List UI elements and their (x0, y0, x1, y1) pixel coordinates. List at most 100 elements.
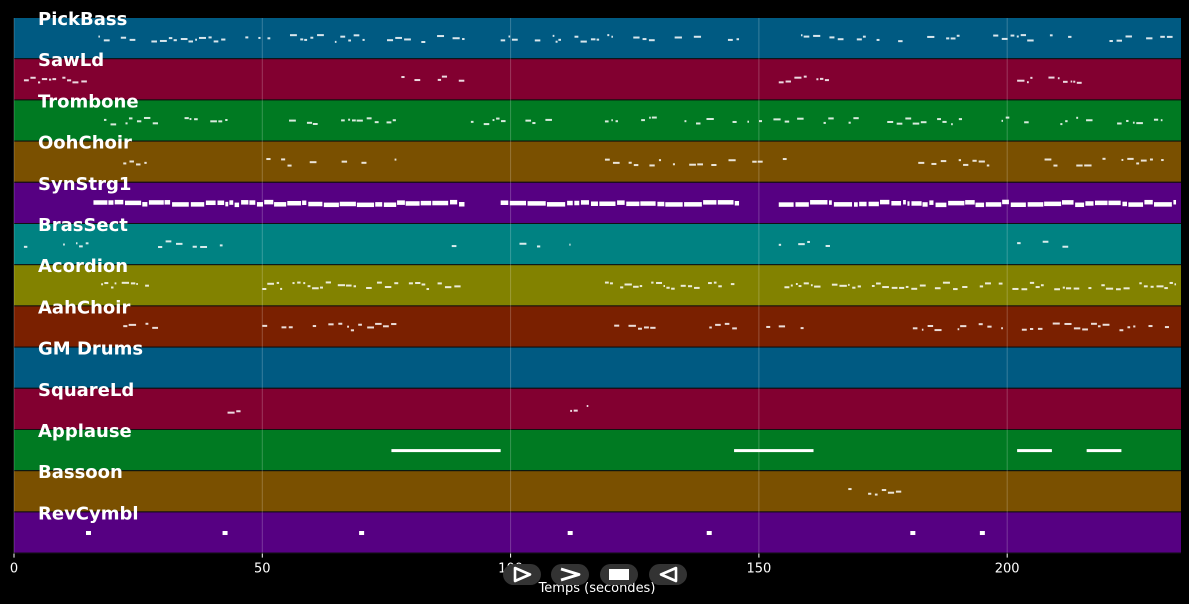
note (624, 283, 632, 286)
track-lane (14, 100, 1181, 141)
note (953, 288, 958, 291)
note (1160, 119, 1163, 122)
note (23, 245, 28, 248)
note (492, 119, 495, 122)
note (347, 325, 350, 328)
note (979, 531, 985, 535)
play-button[interactable] (503, 564, 541, 585)
track-label: Trombone (38, 91, 139, 112)
note (558, 38, 561, 41)
note (773, 118, 781, 121)
note (797, 117, 804, 120)
note (395, 36, 402, 39)
note (496, 117, 500, 120)
note (1091, 322, 1097, 325)
rewind-button[interactable] (649, 564, 687, 585)
note (394, 282, 399, 285)
note (985, 202, 1002, 207)
note (190, 202, 205, 207)
note (934, 329, 942, 332)
note (159, 39, 167, 42)
note (264, 199, 274, 205)
note (341, 119, 345, 122)
note (222, 531, 228, 535)
note (911, 287, 918, 290)
note (1132, 121, 1135, 124)
note (663, 285, 665, 288)
note (993, 34, 999, 37)
note (1002, 199, 1009, 205)
note (236, 410, 241, 413)
note (426, 288, 430, 291)
note (358, 323, 362, 326)
note (219, 244, 223, 247)
note (350, 329, 355, 332)
note (1097, 325, 1101, 328)
note (1109, 40, 1113, 43)
note (633, 36, 640, 39)
stop-button[interactable] (600, 564, 638, 585)
note (85, 242, 89, 245)
note (375, 322, 382, 325)
note (334, 40, 337, 43)
note (649, 164, 655, 167)
note (795, 283, 798, 286)
note (717, 200, 734, 205)
note (297, 281, 301, 284)
note (545, 118, 552, 121)
note (628, 324, 636, 327)
note (63, 243, 65, 246)
note (165, 240, 172, 243)
note (856, 38, 862, 41)
note (810, 284, 813, 287)
note (125, 200, 142, 206)
note (470, 120, 474, 123)
note (432, 200, 449, 206)
note (309, 161, 317, 164)
note (1063, 80, 1068, 83)
note (1065, 287, 1072, 290)
note (747, 120, 750, 123)
note (759, 120, 763, 123)
note (819, 77, 824, 80)
note (168, 37, 173, 40)
note (1068, 35, 1072, 38)
note (848, 121, 851, 124)
note (1064, 322, 1072, 325)
fast-forward-button[interactable] (551, 564, 589, 585)
note (1102, 157, 1106, 160)
note (887, 120, 894, 123)
note (136, 283, 138, 286)
note (85, 531, 91, 535)
note (346, 284, 352, 287)
note (210, 120, 217, 123)
track-lane (14, 59, 1181, 100)
note (23, 79, 29, 82)
note (927, 324, 934, 327)
note (546, 202, 566, 207)
note (734, 449, 814, 453)
note (1040, 284, 1044, 287)
track-lane (14, 141, 1181, 182)
note (935, 202, 947, 208)
note (942, 120, 947, 123)
note (604, 158, 610, 161)
track-label: AahChoir (38, 297, 130, 318)
note (1075, 202, 1085, 208)
note (859, 201, 867, 207)
note (302, 200, 307, 206)
note (1121, 158, 1124, 161)
note (249, 200, 256, 205)
note (940, 160, 947, 163)
note (1076, 164, 1083, 167)
track-lane (14, 265, 1181, 306)
note (896, 122, 903, 125)
note (1070, 80, 1073, 83)
note (891, 286, 898, 289)
note (734, 201, 740, 206)
note (304, 38, 308, 41)
note (816, 78, 819, 81)
note (1029, 327, 1034, 330)
note (62, 76, 66, 79)
note (680, 284, 686, 287)
